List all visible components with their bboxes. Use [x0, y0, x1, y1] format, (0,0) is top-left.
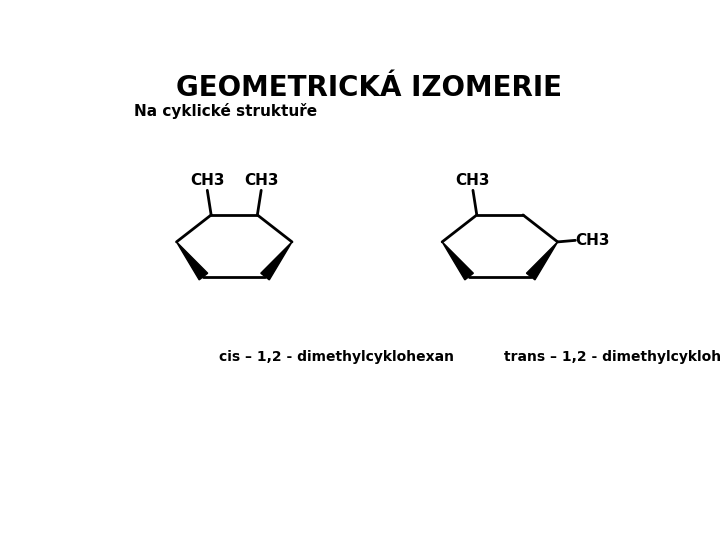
Text: Na cyklické struktuře: Na cyklické struktuře: [134, 103, 318, 119]
Text: CH3: CH3: [456, 173, 490, 188]
Text: CH3: CH3: [244, 173, 279, 188]
Polygon shape: [261, 242, 292, 280]
Polygon shape: [526, 242, 558, 280]
Polygon shape: [176, 242, 207, 280]
Polygon shape: [442, 242, 473, 280]
Text: trans – 1,2 - dimethylcyklohexan: trans – 1,2 - dimethylcyklohexan: [504, 350, 720, 365]
Text: cis – 1,2 - dimethylcyklohexan: cis – 1,2 - dimethylcyklohexan: [219, 350, 454, 365]
Text: GEOMETRICKÁ IZOMERIE: GEOMETRICKÁ IZOMERIE: [176, 74, 562, 102]
Text: CH3: CH3: [190, 173, 225, 188]
Text: CH3: CH3: [575, 233, 610, 248]
